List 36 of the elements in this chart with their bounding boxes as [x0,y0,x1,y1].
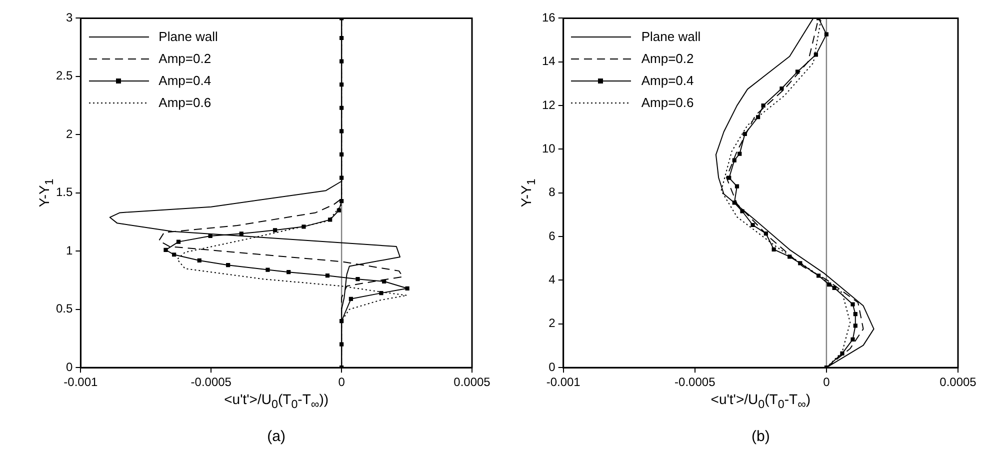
y-tick-label: 2 [66,126,73,141]
x-tick-label: 0.0005 [940,375,977,390]
y-tick-label: 6 [548,228,556,243]
x-axis-title: <u't'>/U$_{0}$(T$_{0}$-T$_{∞}$) [710,391,812,411]
y-tick-label: 2 [548,316,556,330]
legend-label: Amp=0.6 [158,94,212,112]
legend-label: Amp=0.4 [158,72,212,90]
text: (a) [266,428,286,445]
y-tick-label: 10 [542,142,556,156]
x-tick-label: 0.0005 [454,375,491,390]
x-tick-label: -0.0005 [190,375,232,390]
x-tick-label: 0 [823,375,830,390]
y-tick-label: 8 [548,185,556,200]
x-axis-title: <u't'>/U$_{0}$(T$_{0}$-T$_{∞}$)) [223,391,330,411]
x-tick-label: -0.001 [64,375,98,390]
legend-label: Amp=0.6 [641,94,694,112]
y-tick-label: 3 [66,10,73,25]
legend-label: Plane wall [641,28,701,46]
x-tick-label: -0.001 [546,375,581,390]
y-tick-label: 4 [548,272,556,287]
legend-label: Plane wall [158,28,218,46]
y-tick-label: 1.5 [56,185,73,200]
y-tick-label: 2.5 [56,68,73,83]
y-tick-label: 0 [548,360,556,374]
y-tick-label: 0.5 [56,302,73,316]
y-tick-label: 0 [66,360,73,374]
text: (b) [750,428,771,445]
x-tick-label: 0 [338,375,346,390]
x-tick-label: -0.0005 [674,375,716,390]
y-tick-label: 1 [66,243,73,258]
y-tick-label: 16 [542,10,556,25]
legend-label: Amp=0.2 [158,50,212,68]
legend-label: Amp=0.2 [641,50,694,68]
y-tick-label: 14 [542,54,556,68]
y-tick-label: 12 [542,98,556,112]
legend-label: Amp=0.4 [641,72,694,90]
